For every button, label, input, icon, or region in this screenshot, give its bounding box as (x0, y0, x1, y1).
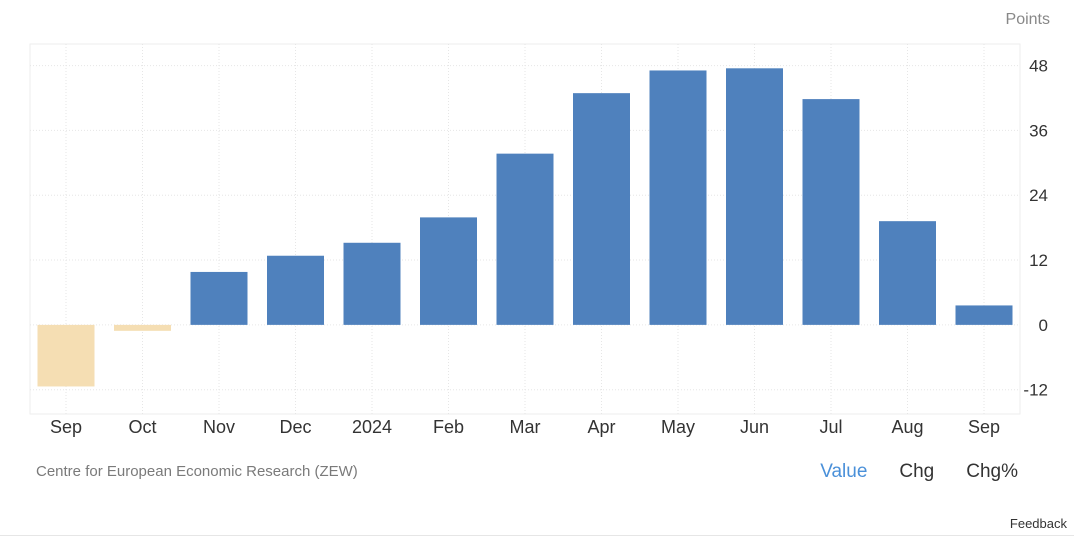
bar-oct-1[interactable] (114, 324, 171, 331)
x-tick-label: May (661, 417, 695, 437)
feedback-link[interactable]: Feedback (1009, 516, 1067, 531)
y-axis-labels: 48 36 24 12 0 -12 (1023, 57, 1048, 400)
y-tick-label: 48 (1029, 57, 1048, 76)
data-source: Centre for European Economic Research (Z… (36, 463, 358, 480)
footer-divider (0, 535, 1074, 536)
x-tick-label: Apr (587, 417, 615, 437)
y-tick-label: 12 (1029, 251, 1048, 270)
bar-chart: Sep Oct Nov Dec 2024 Feb Mar Apr May Jun Jul Aug Sep… (29, 43, 1048, 437)
bar-2024-4[interactable] (343, 242, 401, 325)
value-mode-tabs: Value Chg Chg% (820, 461, 1018, 483)
x-tick-label: Feb (433, 417, 464, 437)
bar-sep-12[interactable] (955, 305, 1013, 325)
x-tick-label: Sep (50, 417, 82, 437)
x-axis-labels: Sep Oct Nov Dec 2024 Feb Mar Apr May Jun Jul Aug Sep (50, 417, 1000, 437)
bar-mar-6[interactable] (496, 153, 554, 325)
y-tick-label: 0 (1039, 316, 1048, 335)
bar-feb-5[interactable] (420, 217, 477, 325)
y-tick-label: -12 (1023, 381, 1048, 400)
y-axis-unit-label: Points (1005, 11, 1050, 28)
tab-chg[interactable]: Chg (899, 461, 935, 482)
y-tick-label: 36 (1029, 121, 1048, 140)
x-tick-label: 2024 (352, 417, 392, 437)
x-tick-label: Oct (128, 417, 156, 437)
x-tick-label: Jul (819, 417, 842, 437)
bar-aug-11[interactable] (879, 221, 936, 325)
tab-chg-percent[interactable]: Chg% (966, 461, 1018, 482)
x-tick-label: Mar (510, 417, 541, 437)
bar-jun-9[interactable] (726, 68, 783, 325)
x-tick-label: Jun (740, 417, 769, 437)
x-tick-label: Sep (968, 417, 1000, 437)
bar-jul-10[interactable] (802, 99, 860, 325)
x-tick-label: Dec (279, 417, 311, 437)
bar-may-8[interactable] (649, 70, 707, 325)
bar-sep-0[interactable] (37, 324, 95, 387)
bar-dec-3[interactable] (267, 255, 324, 325)
tab-value[interactable]: Value (820, 461, 868, 482)
x-tick-label: Nov (203, 417, 235, 437)
bars (37, 68, 1013, 387)
bar-apr-7[interactable] (573, 93, 630, 325)
bar-nov-2[interactable] (190, 271, 248, 325)
x-tick-label: Aug (891, 417, 923, 437)
y-tick-label: 24 (1029, 186, 1048, 205)
